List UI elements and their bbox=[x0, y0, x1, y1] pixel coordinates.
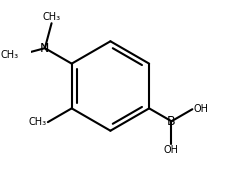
Text: CH₃: CH₃ bbox=[42, 12, 60, 22]
Text: CH₃: CH₃ bbox=[29, 117, 47, 127]
Text: B: B bbox=[166, 115, 175, 128]
Text: CH₃: CH₃ bbox=[1, 50, 19, 60]
Text: OH: OH bbox=[163, 145, 178, 155]
Text: N: N bbox=[40, 42, 49, 55]
Text: OH: OH bbox=[192, 104, 207, 114]
